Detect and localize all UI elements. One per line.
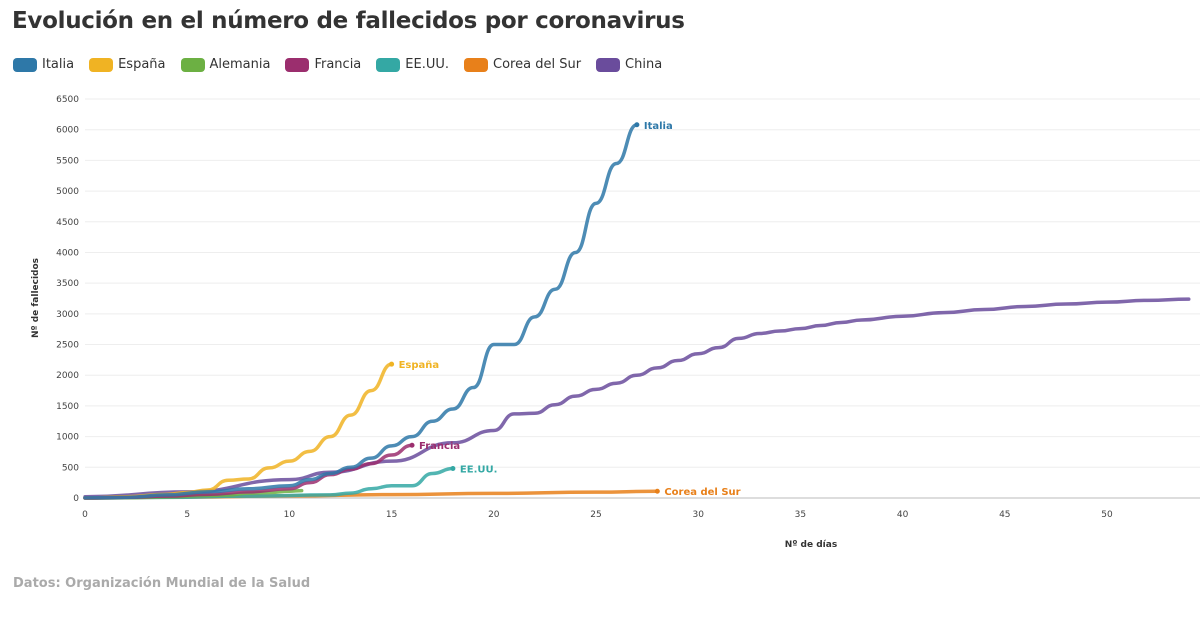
legend-swatch [180,57,205,72]
source-note: Datos: Organización Mundial de la Salud [13,576,311,591]
y-tick-label: 1500 [56,402,79,412]
legend-item-ee-uu-[interactable]: EE.UU. [376,57,449,72]
legend-label: China [625,57,663,72]
legend-item-china[interactable]: China [596,57,662,72]
x-tick-label: 10 [284,510,296,520]
legend-label: Corea del Sur [493,57,582,72]
y-axis-label: Nº de fallecidos [31,258,41,338]
y-tick-label: 6500 [56,95,79,105]
x-axis-label: Nº de días [785,540,837,550]
y-tick-label: 500 [62,463,79,473]
legend-swatch [464,57,489,72]
legend-swatch [285,57,310,72]
legend-swatch [596,57,621,72]
legend-item-italia[interactable]: Italia [13,57,74,72]
legend-item-francia[interactable]: Francia [285,57,361,72]
series-line-china [83,297,1191,499]
x-tick-label: 50 [1101,510,1113,520]
x-tick-label: 15 [386,510,397,520]
x-tick-label: 25 [590,510,601,520]
y-tick-label: 4500 [56,218,79,228]
legend-item-alemania[interactable]: Alemania [180,57,271,72]
legend-label: Francia [314,57,362,72]
y-tick-label: 6000 [56,126,79,136]
x-tick-label: 30 [692,510,704,520]
series-end-point [654,488,660,494]
series-end-point [634,122,640,128]
series-label-italia: Italia [644,121,673,132]
series-label-corea-del-sur: Corea del Sur [664,487,740,498]
x-tick-label: 35 [795,510,806,520]
legend-label: España [118,57,166,72]
legend-item-corea-del-sur[interactable]: Corea del Sur [464,57,581,72]
x-tick-label: 45 [999,510,1010,520]
legend-item-espa-a[interactable]: España [89,57,166,72]
y-tick-label: 0 [73,494,79,504]
y-tick-label: 3500 [56,279,79,289]
series-end-point [409,442,415,448]
y-tick-label: 5500 [56,156,79,166]
legend-label: EE.UU. [405,57,450,72]
y-tick-label: 3000 [56,310,79,320]
y-tick-label: 5000 [56,187,79,197]
x-tick-label: 40 [897,510,909,520]
series-line-espa-a [83,362,394,500]
x-tick-label: 0 [82,510,88,520]
series-end-point [389,361,395,367]
legend-label: Italia [42,57,75,72]
series-label-francia: Francia [419,441,460,452]
y-tick-label: 2000 [56,371,79,381]
y-tick-label: 1000 [56,433,79,443]
chart-title: Evolución en el número de fallecidos por… [12,8,685,34]
legend-label: Alemania [209,57,271,72]
legend: Italia España Alemania Francia EE.UU. Corea d… [13,57,662,72]
series-line-italia [83,123,639,500]
legend-swatch [13,57,37,72]
series-label-ee-uu-: EE.UU. [460,465,498,476]
y-tick-label: 2500 [56,341,79,351]
x-tick-label: 20 [488,510,500,520]
x-tick-label: 5 [184,510,190,520]
legend-swatch [89,57,114,72]
y-tick-label: 4000 [56,248,79,258]
series-label-espa-a: España [399,360,440,371]
series-end-point [450,466,456,472]
legend-swatch [376,57,401,72]
